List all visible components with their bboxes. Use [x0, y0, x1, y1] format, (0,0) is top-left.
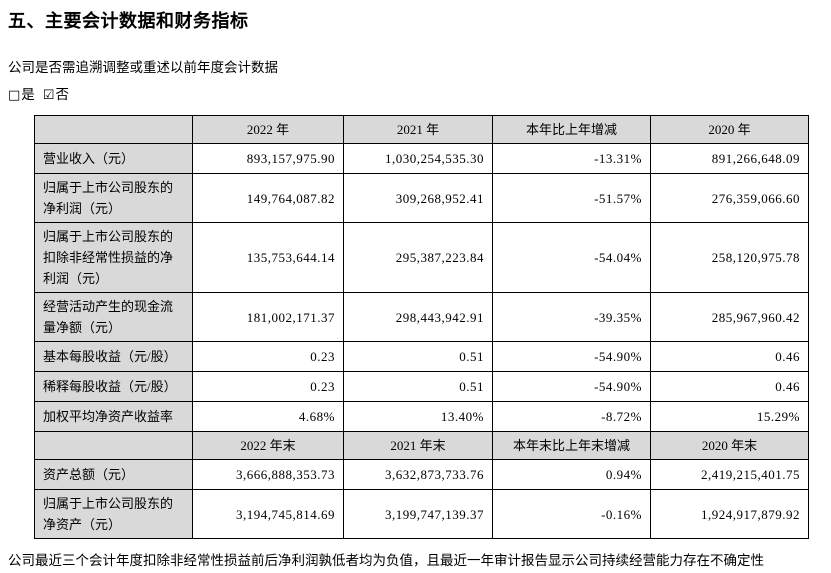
- document-page: 五、主要会计数据和财务指标 公司是否需追溯调整或重述以前年度会计数据 □是 ☑否 …: [8, 11, 821, 568]
- restatement-question: 公司是否需追溯调整或重述以前年度会计数据: [8, 60, 278, 75]
- indicator-value-cell: 15.29%: [650, 401, 809, 432]
- period-header-cell: 本年比上年增减: [492, 115, 651, 144]
- indicator-value-cell: 258,120,975.78: [650, 222, 809, 293]
- period-header-cell: 2021 年: [343, 115, 493, 144]
- indicator-value-cell: 3,632,873,733.76: [343, 459, 493, 490]
- indicator-value-cell: 3,199,747,139.37: [343, 489, 493, 539]
- indicator-value-cell: 0.51: [343, 371, 493, 402]
- indicator-value-cell: 276,359,066.60: [650, 173, 809, 223]
- indicator-label-cell: 资产总额（元）: [34, 459, 193, 490]
- table-period-header-row: 2022 年末 2021 年末 本年末比上年末增减 2020 年末: [34, 431, 809, 460]
- indicator-value-cell: 1,924,917,879.92: [650, 489, 809, 539]
- indicator-value-cell: 13.40%: [343, 401, 493, 432]
- indicator-value-cell: 0.46: [650, 371, 809, 402]
- checkbox-no-label: 否: [55, 87, 69, 102]
- financial-table-body: 2022 年 2021 年本年比上年增减 2020 年营业收入（元） 893,157,…: [34, 115, 809, 539]
- indicator-value-cell: -54.90%: [492, 341, 651, 372]
- indicator-value-cell: 0.51: [343, 341, 493, 372]
- indicator-value-cell: 893,157,975.90: [192, 143, 344, 174]
- table-row: 归属于上市公司股东的净资产（元） 3,194,745,814.69 3,199,74…: [34, 489, 809, 539]
- indicator-value-cell: 309,268,952.41: [343, 173, 493, 223]
- section-title: 五、主要会计数据和财务指标: [8, 11, 249, 31]
- indicator-label-cell: 营业收入（元）: [34, 143, 193, 174]
- indicator-value-cell: -39.35%: [492, 292, 651, 342]
- indicator-value-cell: -0.16%: [492, 489, 651, 539]
- table-period-header-row: 2022 年 2021 年本年比上年增减 2020 年: [34, 115, 809, 144]
- restatement-answer-row: □是 ☑否: [8, 86, 821, 104]
- indicator-value-cell: 3,194,745,814.69: [192, 489, 344, 539]
- indicator-label-cell: 归属于上市公司股东的净资产（元）: [34, 489, 193, 539]
- header-label-cell: [34, 115, 193, 144]
- period-header-cell: 2020 年: [650, 115, 809, 144]
- indicator-label-cell: 稀释每股收益（元/股）: [34, 371, 193, 402]
- indicator-value-cell: 149,764,087.82: [192, 173, 344, 223]
- indicator-value-cell: 4.68%: [192, 401, 344, 432]
- period-header-cell: 2022 年: [192, 115, 344, 144]
- indicator-value-cell: 0.23: [192, 371, 344, 402]
- indicator-label-cell: 经营活动产生的现金流量净额（元）: [34, 292, 193, 342]
- table-row: 营业收入（元） 893,157,975.90 1,030,254,535.30 -13…: [34, 143, 809, 174]
- table-row: 稀释每股收益（元/股） 0.23 0.51 -54.90% 0.46: [34, 371, 809, 402]
- checkbox-unchecked-icon: □: [8, 88, 21, 103]
- indicator-label-cell: 归属于上市公司股东的净利润（元）: [34, 173, 193, 223]
- period-header-cell: 本年末比上年末增减: [492, 431, 651, 460]
- indicator-value-cell: -51.57%: [492, 173, 651, 223]
- table-row: 经营活动产生的现金流量净额（元） 181,002,171.37 298,443,94…: [34, 292, 809, 342]
- table-row: 基本每股收益（元/股） 0.23 0.51 -54.90% 0.46: [34, 341, 809, 372]
- financial-indicators-table: 2022 年 2021 年本年比上年增减 2020 年营业收入（元） 893,157,…: [34, 115, 809, 539]
- indicator-value-cell: 0.46: [650, 341, 809, 372]
- indicator-label-cell: 基本每股收益（元/股）: [34, 341, 193, 372]
- indicator-value-cell: 3,666,888,353.73: [192, 459, 344, 490]
- table-row: 归属于上市公司股东的净利润（元） 149,764,087.82 309,268,95…: [34, 173, 809, 223]
- indicator-label-cell: 加权平均净资产收益率: [34, 401, 193, 432]
- indicator-value-cell: 1,030,254,535.30: [343, 143, 493, 174]
- indicator-value-cell: 181,002,171.37: [192, 292, 344, 342]
- indicator-value-cell: 298,443,942.91: [343, 292, 493, 342]
- checkbox-option-yes: □是: [8, 87, 35, 103]
- indicator-value-cell: 0.94%: [492, 459, 651, 490]
- indicator-value-cell: -8.72%: [492, 401, 651, 432]
- header-label-cell: [34, 431, 193, 460]
- checkbox-yes-label: 是: [21, 87, 35, 102]
- period-header-cell: 2021 年末: [343, 431, 493, 460]
- period-header-cell: 2022 年末: [192, 431, 344, 460]
- checkbox-option-no: ☑否: [42, 87, 69, 103]
- checkbox-checked-icon: ☑: [42, 88, 55, 103]
- indicator-value-cell: 2,419,215,401.75: [650, 459, 809, 490]
- indicator-value-cell: 285,967,960.42: [650, 292, 809, 342]
- indicator-value-cell: 891,266,648.09: [650, 143, 809, 174]
- indicator-value-cell: -54.04%: [492, 222, 651, 293]
- table-row: 加权平均净资产收益率 4.68% 13.40% -8.72% 15.29%: [34, 401, 809, 432]
- indicator-label-cell: 归属于上市公司股东的扣除非经常性损益的净利润（元）: [34, 222, 193, 293]
- indicator-value-cell: -54.90%: [492, 371, 651, 402]
- period-header-cell: 2020 年末: [650, 431, 809, 460]
- table-row: 归属于上市公司股东的扣除非经常性损益的净利润（元） 135,753,644.14 2…: [34, 222, 809, 293]
- indicator-value-cell: -13.31%: [492, 143, 651, 174]
- going-concern-footnote: 公司最近三个会计年度扣除非经常性损益前后净利润孰低者均为负值，且最近一年审计报告…: [8, 553, 764, 568]
- indicator-value-cell: 0.23: [192, 341, 344, 372]
- table-row: 资产总额（元） 3,666,888,353.73 3,632,873,733.76 0…: [34, 459, 809, 490]
- indicator-value-cell: 295,387,223.84: [343, 222, 493, 293]
- indicator-value-cell: 135,753,644.14: [192, 222, 344, 293]
